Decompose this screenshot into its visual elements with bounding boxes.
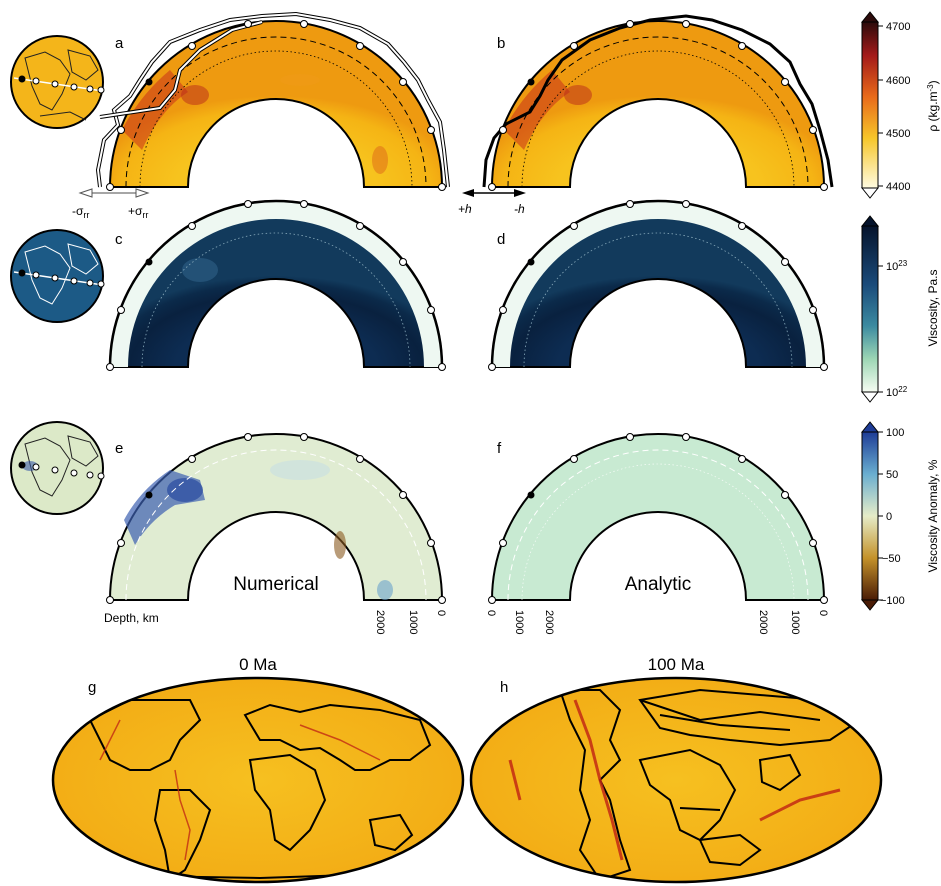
- map-h: [469, 676, 883, 884]
- shell-b: [482, 14, 834, 191]
- panel-label-a: a: [115, 35, 124, 52]
- density-tick-4500: 4500: [886, 128, 910, 140]
- anomaly-tick-100: 100: [886, 427, 904, 439]
- h-minus-label: -h: [514, 202, 525, 216]
- panel-label-f: f: [497, 440, 502, 457]
- shell-d: [488, 199, 828, 371]
- anomaly-tick-minus50: −50: [882, 553, 901, 565]
- depth-tick: 0: [435, 610, 447, 616]
- shell-f: [488, 433, 828, 604]
- depth-tick: 1000: [789, 610, 801, 634]
- viscosity-colorbar-label: Viscosity, Pa.s: [926, 270, 940, 347]
- density-tick-4400: 4400: [886, 181, 910, 193]
- map-g: [51, 676, 465, 884]
- depth-tick: 1000: [513, 610, 525, 634]
- anomaly-colorbar: [860, 421, 883, 611]
- panel-label-c: c: [115, 231, 123, 248]
- depth-axis-label: Depth, km: [104, 611, 159, 625]
- shell-a: [95, 11, 450, 191]
- panel-label-e: e: [115, 440, 123, 457]
- h-arrow: [462, 189, 526, 197]
- density-tick-4600: 4600: [886, 75, 910, 87]
- panel-label-b: b: [497, 35, 505, 52]
- anomaly-tick-50: 50: [886, 469, 898, 481]
- density-colorbar: [860, 11, 883, 199]
- viscosity-colorbar: [860, 215, 883, 403]
- h-plus-label: +h: [458, 202, 472, 216]
- panel-label-h: h: [500, 679, 508, 696]
- analytic-label: Analytic: [625, 574, 692, 595]
- depth-tick: 2000: [543, 610, 555, 634]
- map-title-h: 100 Ma: [648, 655, 705, 674]
- viscosity-tick-1e22: 1022: [886, 385, 908, 399]
- inset-globe-c: [10, 229, 105, 323]
- depth-tick: 2000: [757, 610, 769, 634]
- density-colorbar-label: ρ (kg.m-3): [926, 80, 940, 131]
- panel-label-d: d: [497, 231, 505, 248]
- viscosity-tick-1e23: 1023: [886, 259, 908, 273]
- shell-c: [106, 199, 446, 371]
- depth-tick: 1000: [407, 610, 419, 634]
- inset-globe-e: [10, 421, 105, 515]
- depth-tick: 2000: [374, 610, 386, 634]
- shell-e: [106, 433, 446, 604]
- depth-ticks-f: 0 1000 2000 2000 1000 0: [485, 610, 829, 634]
- panel-label-g: g: [88, 679, 96, 696]
- depth-ticks-e: 2000 1000 0: [374, 610, 447, 634]
- numerical-label: Numerical: [233, 574, 319, 595]
- map-title-g: 0 Ma: [239, 655, 277, 674]
- anomaly-colorbar-label: Viscosity Anomaly, %: [926, 459, 940, 572]
- anomaly-tick-minus100: −100: [880, 595, 905, 607]
- depth-tick: 0: [817, 610, 829, 616]
- anomaly-tick-0: 0: [886, 511, 892, 523]
- sigma-arrow: [78, 188, 150, 198]
- density-tick-4700: 4700: [886, 21, 910, 33]
- depth-tick: 0: [485, 610, 497, 616]
- inset-globe-a: [10, 35, 105, 129]
- sigma-plus-label: +σrr: [128, 204, 148, 220]
- sigma-minus-label: -σrr: [72, 204, 89, 220]
